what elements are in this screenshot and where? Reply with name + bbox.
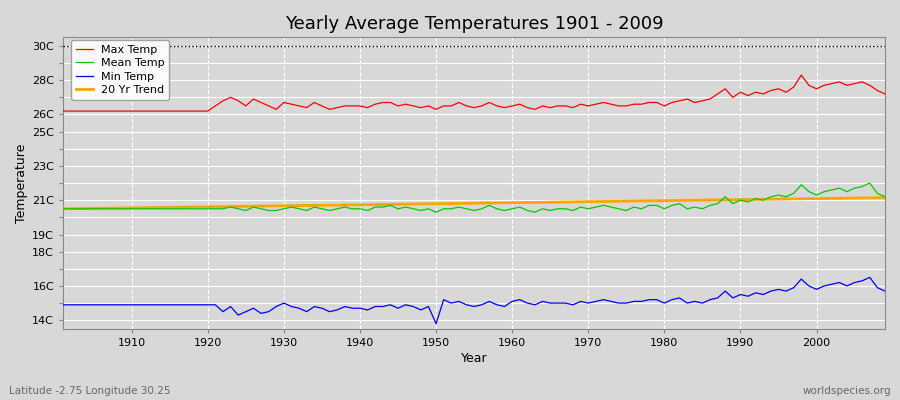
Mean Temp xyxy=(864,181,875,186)
X-axis label: Year: Year xyxy=(461,352,488,365)
Legend: Max Temp, Mean Temp, Min Temp, 20 Yr Trend: Max Temp, Mean Temp, Min Temp, 20 Yr Tre… xyxy=(71,40,169,100)
Max Temp xyxy=(58,109,68,114)
Min Temp xyxy=(286,304,297,309)
Max Temp xyxy=(796,73,806,78)
Text: Latitude -2.75 Longitude 30.25: Latitude -2.75 Longitude 30.25 xyxy=(9,386,170,396)
Mean Temp xyxy=(879,194,890,199)
Line: Max Temp: Max Temp xyxy=(63,75,885,111)
Min Temp xyxy=(879,289,890,294)
Min Temp xyxy=(515,297,526,302)
Mean Temp xyxy=(286,205,297,210)
Text: worldspecies.org: worldspecies.org xyxy=(803,386,891,396)
Max Temp xyxy=(507,104,517,108)
Mean Temp xyxy=(431,210,442,215)
Max Temp xyxy=(332,105,343,110)
Line: Min Temp: Min Temp xyxy=(63,277,885,324)
Min Temp xyxy=(431,321,442,326)
Max Temp xyxy=(598,100,609,105)
Max Temp xyxy=(286,102,297,107)
Min Temp xyxy=(864,275,875,280)
Mean Temp xyxy=(515,205,526,210)
Mean Temp xyxy=(119,206,130,211)
Mean Temp xyxy=(332,206,343,211)
Max Temp xyxy=(119,109,130,114)
Title: Yearly Average Temperatures 1901 - 2009: Yearly Average Temperatures 1901 - 2009 xyxy=(284,15,663,33)
Min Temp xyxy=(507,299,517,304)
Min Temp xyxy=(606,299,616,304)
Max Temp xyxy=(500,105,510,110)
Line: Mean Temp: Mean Temp xyxy=(63,183,885,212)
Max Temp xyxy=(879,92,890,96)
Mean Temp xyxy=(58,206,68,211)
Mean Temp xyxy=(606,205,616,210)
Min Temp xyxy=(119,302,130,307)
Min Temp xyxy=(332,308,343,312)
Mean Temp xyxy=(507,206,517,211)
Min Temp xyxy=(58,302,68,307)
Y-axis label: Temperature: Temperature xyxy=(15,143,28,223)
